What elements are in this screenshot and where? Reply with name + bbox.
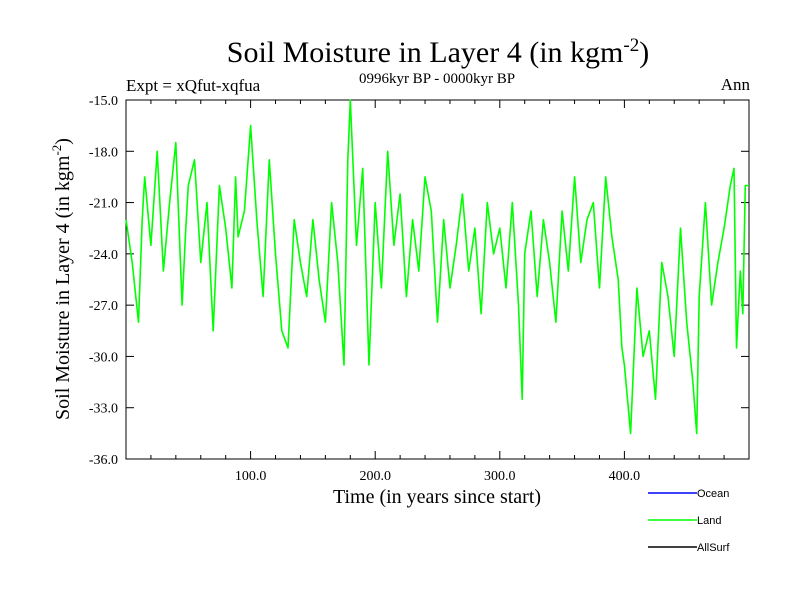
chart-title-close: ) [639,36,649,69]
x-axis: 100.0 200.0 300.0 400.0 [150,100,725,484]
y-axis-label-sup: -2 [49,145,64,156]
legend-item-land: Land [648,515,721,527]
y-axis: -15.0 -18.0 -21.0 -24.0 -27.0 -30.0 -33.0 -36.0 [89,94,749,468]
x-tick-label: 300.0 [484,469,516,484]
y-axis-label: Soil Moisture in Layer 4 (in kgm-2) [49,138,74,420]
expt-label: Expt = xQfut-xqfua [126,76,261,95]
x-axis-label: Time (in years since start) [333,486,541,508]
x-tick-label: 200.0 [359,469,391,484]
y-tick-label: -27.0 [89,299,118,314]
y-tick-label: -30.0 [89,350,118,365]
y-tick-label: -18.0 [89,145,118,160]
series-line-land [125,99,749,435]
legend-label-allsurf: AllSurf [697,542,730,554]
y-axis-label-close: ) [52,138,74,145]
y-tick-label: -24.0 [89,248,118,263]
plot-frame [125,99,750,460]
chart-title-sup: -2 [623,35,639,56]
legend: Ocean Land AllSurf [648,488,730,554]
legend-item-allsurf: AllSurf [648,542,730,554]
y-tick-label: -21.0 [89,197,118,212]
season-label: Ann [721,75,751,94]
y-tick-label: -15.0 [89,94,118,109]
legend-item-ocean: Ocean [648,488,729,500]
y-axis-label-main: Soil Moisture in Layer 4 (in kgm [52,155,74,420]
legend-label-land: Land [697,515,721,527]
chart-title-main: Soil Moisture in Layer 4 (in kgm [227,36,624,69]
subtitle: 0996kyr BP - 0000kyr BP [359,71,515,87]
x-tick-label: 100.0 [235,469,267,484]
chart-title: Soil Moisture in Layer 4 (in kgm-2) [227,35,649,69]
y-tick-label: -36.0 [89,453,118,468]
legend-label-ocean: Ocean [697,488,729,500]
x-tick-label: 400.0 [609,469,641,484]
y-tick-label: -33.0 [89,402,118,417]
